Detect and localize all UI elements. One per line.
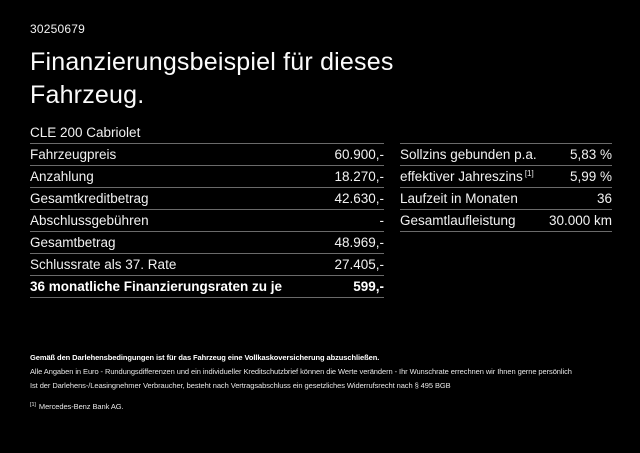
footnote: [1] Mercedes-Benz Bank AG. [30,400,620,414]
table-row-closing-fees: Abschlussgebühren - [30,210,384,232]
disclaimer-line1: Alle Angaben in Euro - Rundungsdifferenz… [30,367,572,376]
table-row-down-payment: Anzahlung 18.270,- [30,166,384,188]
row-label: Gesamtlaufleistung [400,213,516,228]
row-label: Laufzeit in Monaten [400,191,518,206]
vehicle-model-header: CLE 200 Cabriolet [30,121,384,144]
row-value: 60.900,- [334,147,384,162]
row-label: 36 monatliche Finanzierungsraten zu je [30,279,283,294]
row-label: Gesamtbetrag [30,235,116,250]
row-label: Sollzins gebunden p.a. [400,147,537,162]
disclaimer-line2: Ist der Darlehens-/Leasingnehmer Verbrau… [30,381,451,390]
row-label: Abschlussgebühren [30,213,149,228]
row-value: - [379,213,385,228]
row-value: 5,83 % [569,147,612,162]
row-label: Gesamtkreditbetrag [30,191,149,206]
row-value: 599,- [353,279,384,294]
legal-footer: Gemäß den Darlehensbedingungen ist für d… [30,351,620,414]
table-row-borrowing-rate: Sollzins gebunden p.a. 5,83 % [400,144,612,166]
row-label: Anzahlung [30,169,94,184]
row-value: 42.630,- [334,191,384,206]
row-label: Schlussrate als 37. Rate [30,257,177,272]
financing-tables: CLE 200 Cabriolet Fahrzeugpreis 60.900,-… [30,121,612,298]
page-title-line2: Fahrzeug. [30,81,145,109]
insurance-disclaimer: Gemäß den Darlehensbedingungen ist für d… [30,353,380,362]
table-row-total-mileage: Gesamtlaufleistung 30.000 km [400,210,612,232]
page-title-line1: Finanzierungsbeispiel für dieses [30,48,394,76]
vehicle-financing-table: CLE 200 Cabriolet Fahrzeugpreis 60.900,-… [30,121,384,298]
table-row-monthly-installments: 36 monatliche Finanzierungsraten zu je 5… [30,276,384,298]
footnote-text: Mercedes-Benz Bank AG. [38,402,124,411]
footnote-reference-marker: [1] [524,169,534,178]
row-label: effektiver Jahreszins [1] [400,169,534,184]
table-row-total-credit: Gesamtkreditbetrag 42.630,- [30,188,384,210]
row-value: 48.969,- [334,235,384,250]
table-row-effective-annual-rate: effektiver Jahreszins [1] 5,99 % [400,166,612,188]
row-value: 18.270,- [334,169,384,184]
row-label: Fahrzeugpreis [30,147,117,162]
row-value: 30.000 km [548,213,612,228]
row-value: 36 [596,191,612,206]
row-label-text: effektiver Jahreszins [400,169,523,184]
loan-conditions-table: Sollzins gebunden p.a. 5,83 % effektiver… [400,143,612,232]
table-row-term-months: Laufzeit in Monaten 36 [400,188,612,210]
row-value: 27.405,- [334,257,384,272]
footnote-marker: [1] [30,401,36,408]
table-row-total-amount: Gesamtbetrag 48.969,- [30,232,384,254]
table-row-vehicle-price: Fahrzeugpreis 60.900,- [30,144,384,166]
table-row-final-installment: Schlussrate als 37. Rate 27.405,- [30,254,384,276]
page-title: Finanzierungsbeispiel für dieses Fahrzeu… [30,46,394,112]
document-number: 30250679 [30,22,85,36]
row-value: 5,99 % [569,169,612,184]
